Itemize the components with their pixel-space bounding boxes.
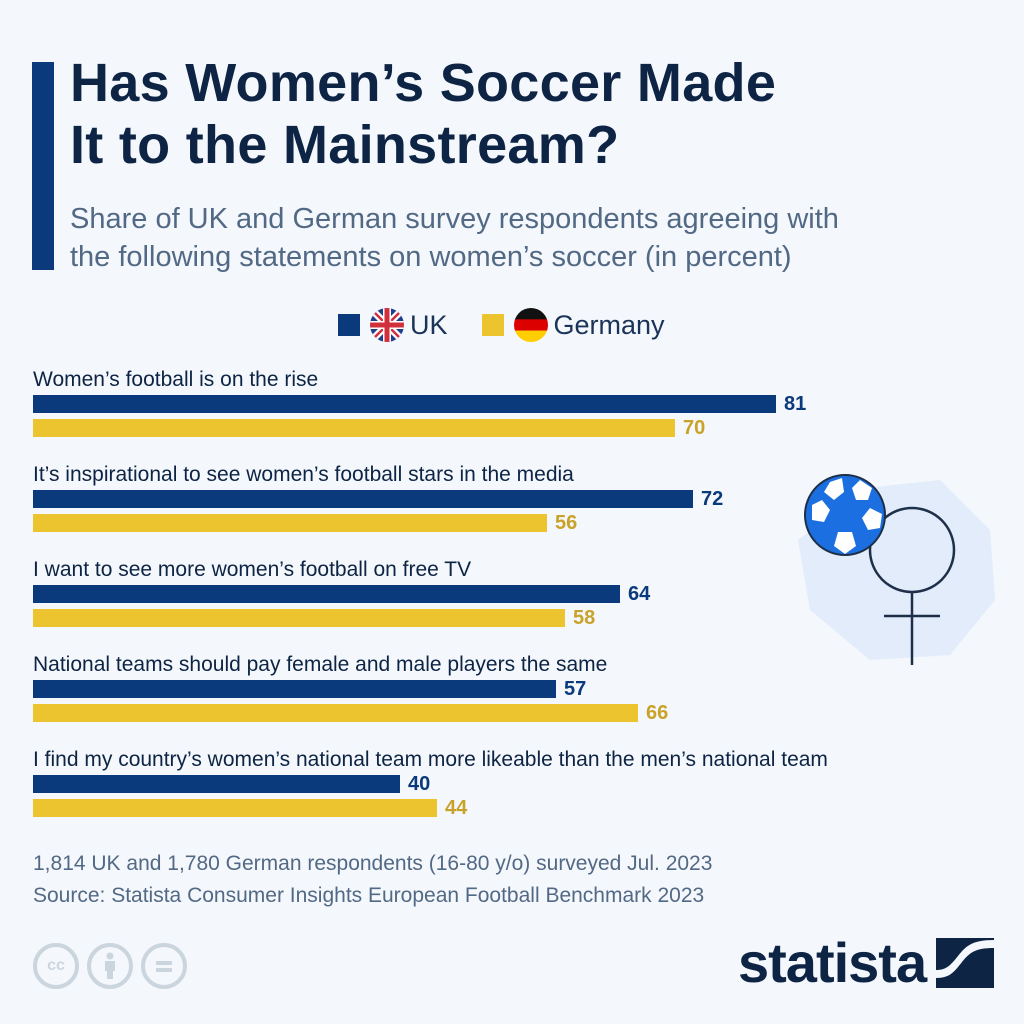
uk-bar [33, 490, 693, 508]
germany-value: 56 [555, 512, 578, 534]
uk-swatch [338, 314, 360, 336]
germany-bar-row: 66 [33, 702, 669, 724]
footnote: 1,814 UK and 1,780 German respondents (1… [33, 848, 712, 912]
germany-value: 70 [683, 417, 706, 439]
attribution-icon[interactable] [87, 943, 133, 989]
germany-value: 44 [445, 797, 468, 819]
license-icons: cc [33, 943, 195, 989]
category-label: National teams should pay female and mal… [33, 653, 608, 676]
legend-item-uk: UK [338, 308, 448, 342]
germany-bar-row: 70 [33, 417, 706, 439]
uk-bar-row: 72 [33, 488, 724, 510]
uk-flag-icon [370, 308, 404, 342]
legend: UK Germany [338, 308, 699, 342]
cc-text: cc [47, 957, 65, 974]
uk-value: 64 [628, 583, 651, 605]
legend-label-germany: Germany [553, 309, 665, 340]
germany-bar [33, 799, 437, 817]
uk-bar [33, 680, 556, 698]
no-derivatives-icon[interactable] [141, 943, 187, 989]
bar-group: I find my country’s women’s national tea… [33, 748, 993, 828]
legend-item-germany: Germany [481, 308, 665, 342]
uk-bar-row: 64 [33, 583, 651, 605]
germany-bar [33, 704, 638, 722]
subtitle: Share of UK and German survey respondent… [70, 200, 1010, 276]
uk-bar-row: 40 [33, 773, 431, 795]
uk-bar [33, 395, 776, 413]
uk-bar [33, 585, 620, 603]
subtitle-line-2: the following statements on women’s socc… [70, 241, 792, 273]
germany-bar [33, 609, 565, 627]
title-accent-bar [32, 62, 54, 270]
uk-value: 57 [564, 678, 587, 700]
statista-logo[interactable]: statista [738, 931, 995, 994]
category-label: It’s inspirational to see women’s footba… [33, 463, 574, 486]
germany-bar [33, 419, 675, 437]
soccer-female-symbol-illustration [790, 470, 1000, 680]
germany-value: 66 [646, 702, 669, 724]
germany-bar-row: 44 [33, 797, 468, 819]
title-line-1: Has Women’s Soccer Made [70, 53, 777, 113]
page-title: Has Women’s Soccer Made It to the Mainst… [70, 52, 990, 176]
uk-value: 81 [784, 393, 807, 415]
bar-group: National teams should pay female and mal… [33, 653, 993, 733]
uk-bar-row: 57 [33, 678, 587, 700]
bar-group: It’s inspirational to see women’s footba… [33, 463, 993, 543]
category-label: I find my country’s women’s national tea… [33, 748, 828, 771]
germany-flag-icon [513, 308, 548, 342]
source-note: Source: Statista Consumer Insights Europ… [33, 884, 705, 907]
uk-bar-row: 81 [33, 393, 807, 415]
category-label: I want to see more women’s football on f… [33, 558, 472, 581]
legend-label-uk: UK [410, 309, 448, 340]
uk-value: 72 [701, 488, 724, 510]
title-line-2: It to the Mainstream? [70, 115, 620, 175]
category-label: Women’s football is on the rise [33, 368, 319, 391]
germany-value: 58 [573, 607, 596, 629]
bar-group: Women’s football is on the rise 81 70 [33, 368, 993, 448]
bar-group: I want to see more women’s football on f… [33, 558, 993, 638]
germany-swatch [481, 314, 504, 336]
survey-note: 1,814 UK and 1,780 German respondents (1… [33, 852, 713, 875]
subtitle-line-1: Share of UK and German survey respondent… [70, 203, 839, 235]
uk-bar [33, 775, 400, 793]
uk-value: 40 [408, 773, 431, 795]
cc-icon[interactable]: cc [33, 943, 79, 989]
soccer-ball-icon [804, 474, 886, 556]
germany-bar [33, 514, 547, 532]
statista-logo-icon [936, 938, 995, 988]
germany-bar-row: 56 [33, 512, 578, 534]
germany-bar-row: 58 [33, 607, 596, 629]
logo-wordmark: statista [738, 931, 927, 994]
